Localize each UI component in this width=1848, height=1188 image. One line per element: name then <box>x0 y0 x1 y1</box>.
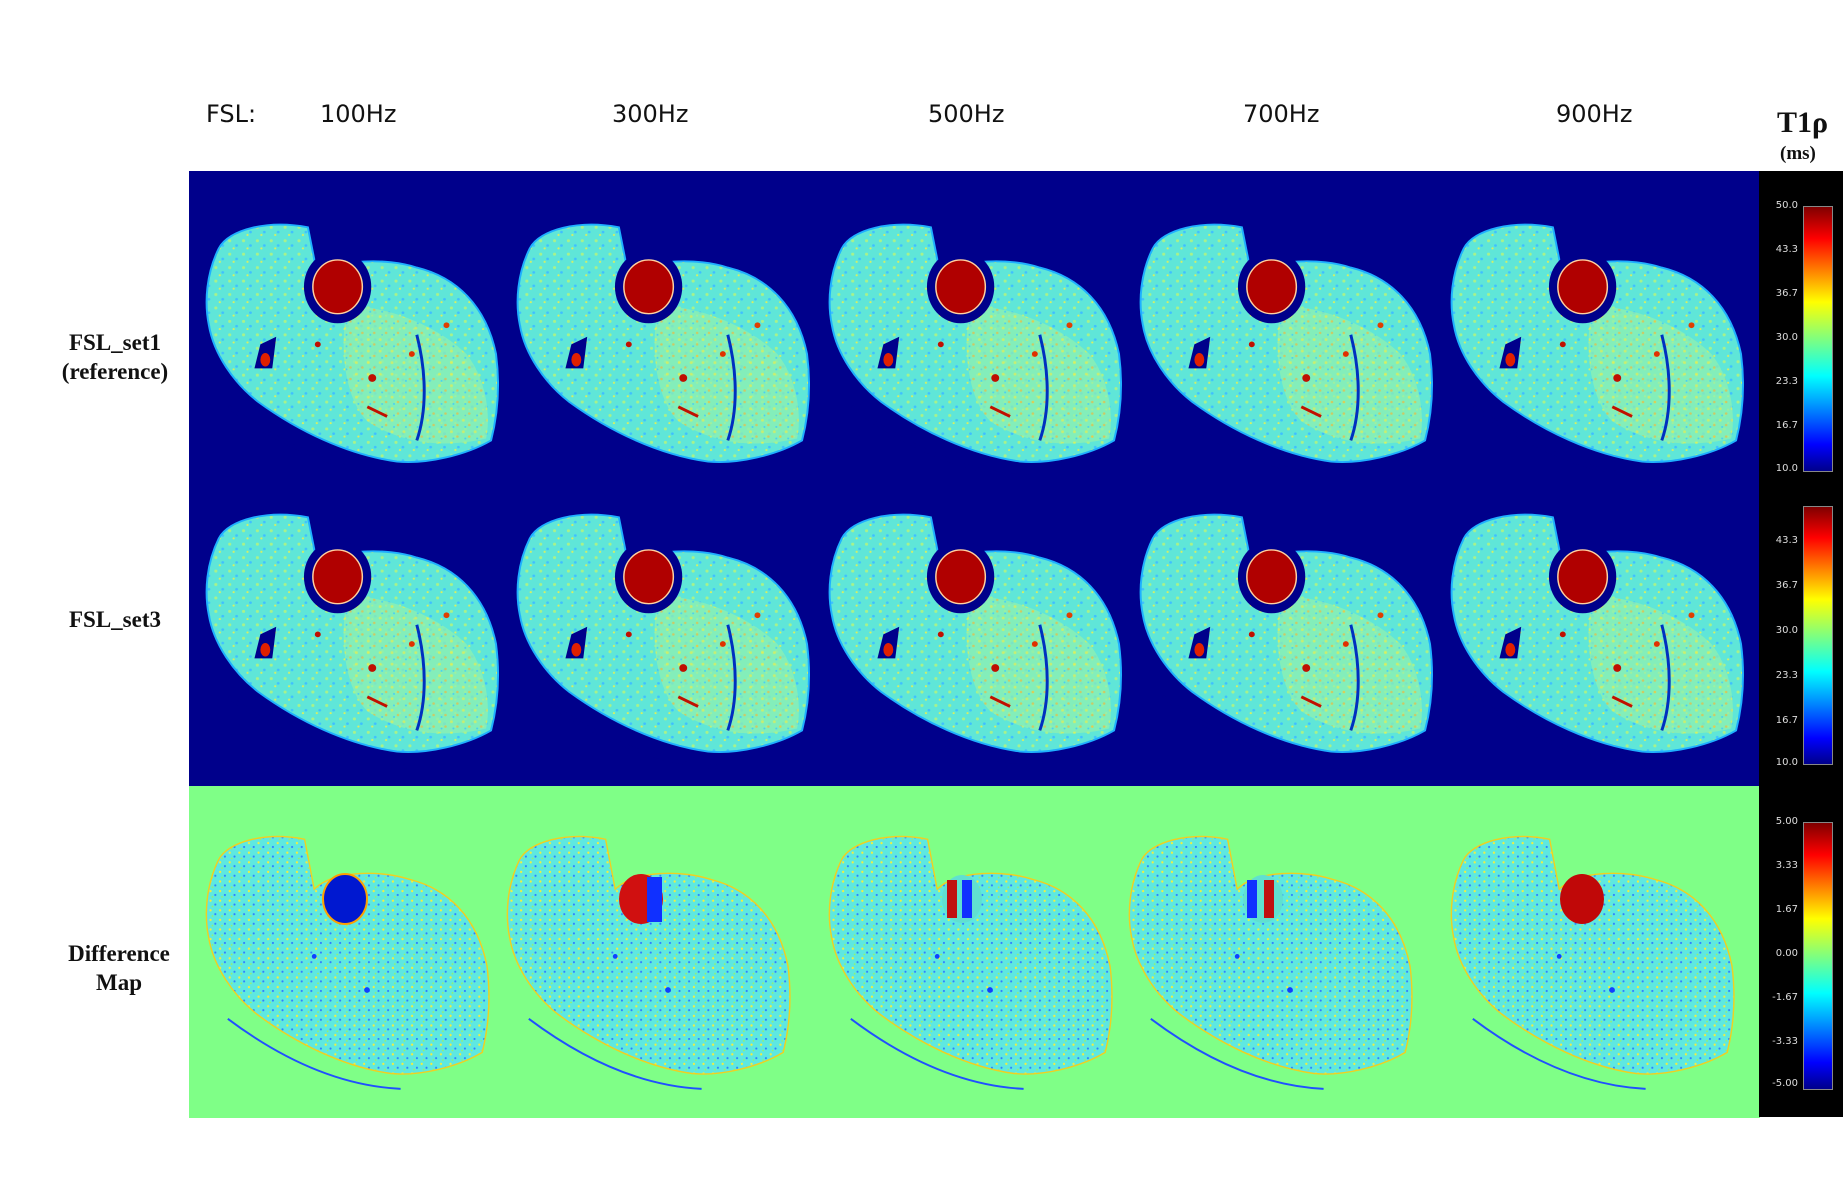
tick-set3-4: 16.7 <box>1775 715 1798 726</box>
colorbar-diff <box>1803 822 1833 1090</box>
tick-set1-2: 36.7 <box>1775 288 1798 299</box>
fsl-prefix-label: FSL: <box>206 100 257 128</box>
row-label-set1: FSL_set1 (reference) <box>40 328 190 386</box>
tick-diff-6: -5.00 <box>1772 1078 1798 1089</box>
tick-set1-6: 10.0 <box>1775 463 1798 474</box>
map-set1-500hz <box>827 222 1124 479</box>
freq-label-100hz: 100Hz <box>320 100 397 128</box>
diff-map-300hz <box>506 835 791 1090</box>
tick-diff-5: -3.33 <box>1772 1036 1798 1047</box>
colorbar-title: T1ρ <box>1777 106 1829 139</box>
diff-roi-900hz <box>1560 874 1604 924</box>
map-set3-100hz <box>204 512 501 769</box>
tick-diff-0: 5.00 <box>1775 816 1798 827</box>
freq-label-900hz: 900Hz <box>1556 100 1633 128</box>
tick-diff-1: 3.33 <box>1775 860 1798 871</box>
map-set3-300hz <box>515 512 812 769</box>
freq-label-300hz: 300Hz <box>612 100 689 128</box>
tick-set3-0: 43.3 <box>1775 535 1798 546</box>
diff-map-500hz <box>828 835 1113 1090</box>
map-set1-700hz <box>1138 222 1435 479</box>
diff-map-700hz <box>1128 835 1413 1090</box>
map-set1-300hz <box>515 222 812 479</box>
map-set3-700hz <box>1138 512 1435 769</box>
row-label-difference: Difference Map <box>40 939 198 997</box>
colorbar-set3 <box>1803 506 1833 765</box>
row-label-difference-line1: Difference <box>68 941 170 966</box>
tick-diff-4: -1.67 <box>1772 992 1798 1003</box>
diff-map-900hz <box>1450 835 1735 1090</box>
row-label-difference-line2: Map <box>96 970 142 995</box>
tick-set3-5: 10.0 <box>1775 757 1798 768</box>
tick-set1-3: 30.0 <box>1775 332 1798 343</box>
map-set3-900hz <box>1449 512 1746 769</box>
tick-set1-0: 50.0 <box>1775 200 1798 211</box>
diff-roi-100hz <box>322 873 368 925</box>
tick-diff-3: 0.00 <box>1775 948 1798 959</box>
row-label-set1-name: FSL_set1 <box>69 330 161 355</box>
map-set1-900hz <box>1449 222 1746 479</box>
tick-set1-5: 16.7 <box>1775 420 1798 431</box>
colorbar-unit: (ms) <box>1780 143 1816 164</box>
freq-label-700hz: 700Hz <box>1243 100 1320 128</box>
freq-label-500hz: 500Hz <box>928 100 1005 128</box>
tick-set3-1: 36.7 <box>1775 580 1798 591</box>
tick-set1-4: 23.3 <box>1775 376 1798 387</box>
tick-set3-3: 23.3 <box>1775 670 1798 681</box>
tick-diff-2: 1.67 <box>1775 904 1798 915</box>
map-set1-100hz <box>204 222 501 479</box>
tick-set1-1: 43.3 <box>1775 244 1798 255</box>
row-label-set1-note: (reference) <box>61 359 169 384</box>
map-set3-500hz <box>827 512 1124 769</box>
tick-set3-2: 30.0 <box>1775 625 1798 636</box>
colorbar-set1 <box>1803 206 1833 472</box>
row-label-set3: FSL_set3 <box>69 607 161 632</box>
